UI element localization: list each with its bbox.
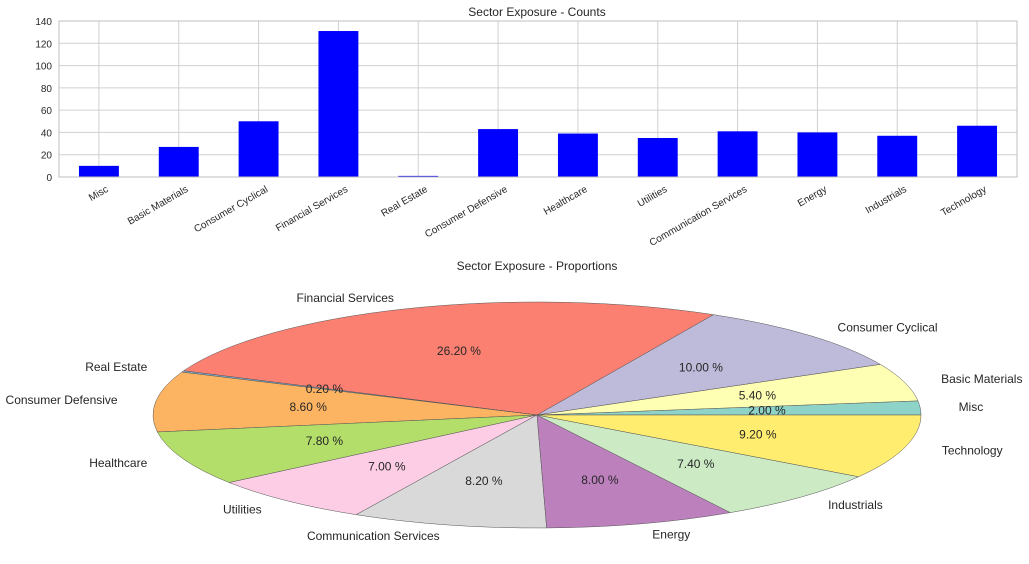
pie-pct-label: 8.20 %	[465, 474, 503, 488]
pie-slice-label: Communication Services	[307, 529, 440, 543]
pie-pct-label: 7.40 %	[677, 457, 715, 471]
pie-slice-label: Consumer Defensive	[6, 393, 118, 407]
y-tick-label: 0	[46, 173, 52, 184]
bar-utilities	[637, 138, 678, 177]
x-tick-label: Financial Services	[274, 184, 350, 234]
bar-communication-services	[717, 131, 758, 177]
bar-chart-title: Sector Exposure - Counts	[468, 5, 605, 19]
pie-slice-healthcare	[156, 414, 538, 483]
x-tick-label: Consumer Defensive	[423, 184, 510, 240]
pie-slice-label: Misc	[959, 400, 984, 414]
pie-pct-label: 7.80 %	[306, 434, 344, 448]
y-tick-label: 80	[41, 84, 53, 95]
pie-slice-technology	[536, 414, 922, 478]
y-tick-label: 140	[35, 17, 52, 28]
y-tick-label: 20	[41, 151, 53, 162]
pie-slice-consumer-defensive	[152, 371, 538, 433]
x-tick-label: Technology	[939, 184, 988, 219]
y-tick-label: 60	[41, 106, 53, 117]
pie-slice-label: Consumer Cyclical	[838, 321, 938, 335]
bar-real-estate	[398, 175, 439, 177]
pie-pct-label: 26.20 %	[437, 344, 481, 358]
bar-healthcare	[557, 133, 598, 177]
bar-basic-materials	[158, 146, 199, 177]
bar-consumer-cyclical	[238, 121, 279, 177]
pie-slice-label: Utilities	[223, 502, 262, 516]
pie-slice-label: Basic Materials	[941, 372, 1022, 386]
pie-pct-label: 8.60 %	[290, 400, 328, 414]
bar-industrials	[877, 135, 918, 177]
pie-slice-industrials	[536, 414, 860, 513]
x-tick-label: Consumer Cyclical	[192, 184, 270, 235]
pie-slice-consumer-cyclical	[536, 314, 881, 416]
x-tick-label: Real Estate	[379, 184, 430, 220]
pie-slice-label: Financial Services	[297, 291, 394, 305]
pie-slice-utilities	[228, 414, 538, 515]
x-tick-label: Industrials	[864, 184, 909, 216]
pie-slice-label: Energy	[652, 528, 690, 542]
pie-pct-label: 10.00 %	[679, 360, 723, 374]
pie-chart-slices	[152, 301, 922, 529]
x-tick-label: Energy	[796, 184, 829, 209]
pie-pct-label: 0.20 %	[306, 382, 344, 396]
bar-chart-frame	[58, 20, 1018, 178]
bar-consumer-defensive	[478, 129, 519, 177]
bar-chart-x-ticks: Misc Basic Materials Consumer Cyclical Fina…	[87, 184, 988, 249]
pie-pct-label: 8.00 %	[581, 473, 619, 487]
pie-slice-label: Healthcare	[89, 456, 147, 470]
bar-chart-y-ticks: 0 20 40 60 80 100 120 140	[35, 17, 52, 184]
pie-pct-label: 7.00 %	[368, 459, 406, 473]
bar-financial-services	[318, 31, 359, 178]
bar-technology	[957, 125, 998, 177]
pie-slice-label: Real Estate	[85, 360, 147, 374]
pie-pct-label: 2.00 %	[748, 404, 786, 418]
y-tick-label: 120	[35, 39, 52, 50]
pie-pct-label: 9.20 %	[739, 427, 777, 441]
pie-slice-label: Technology	[942, 443, 1003, 457]
x-tick-label: Basic Materials	[126, 184, 190, 227]
pie-pct-label: 5.40 %	[739, 388, 777, 402]
x-tick-label: Utilities	[636, 184, 669, 210]
bar-chart-bars	[78, 31, 998, 178]
pie-slice-label: Industrials	[828, 498, 883, 512]
pie-chart-labels: 2.00 % Misc 5.40 % Basic Materials 10.00 % Co…	[6, 291, 1023, 543]
y-tick-label: 100	[35, 62, 52, 73]
bar-chart-grid	[59, 20, 1017, 178]
bar-misc	[78, 165, 119, 177]
pie-slice-communication-services	[355, 414, 547, 529]
pie-chart-proportions: Sector Exposure - Proportions 2.00 % Misc…	[6, 259, 1023, 543]
x-tick-label: Misc	[87, 184, 110, 204]
bar-energy	[797, 132, 838, 177]
x-tick-label: Healthcare	[542, 184, 590, 218]
bar-chart-counts: Sector Exposure - Counts 0 20 40 60 80 100 120…	[35, 5, 1018, 249]
pie-slice-energy	[536, 414, 732, 529]
pie-slice-financial-services	[182, 301, 715, 416]
y-tick-label: 40	[41, 128, 53, 139]
pie-chart-title: Sector Exposure - Proportions	[457, 259, 618, 273]
